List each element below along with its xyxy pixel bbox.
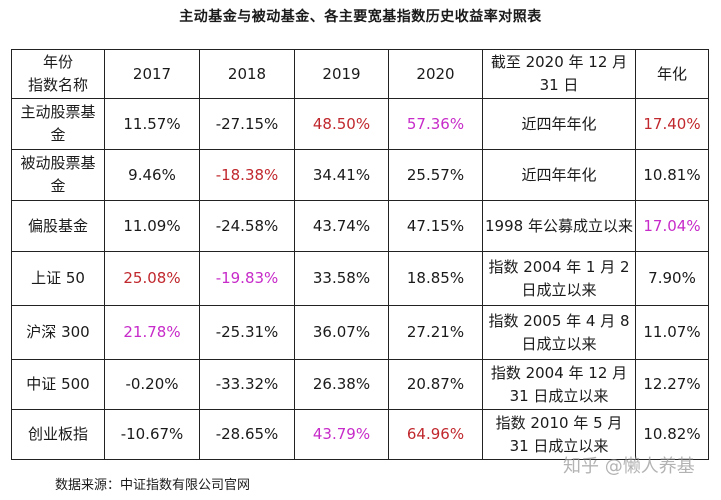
cell-2017: 11.57%	[104, 98, 200, 150]
table-row: 被动股票基金 9.46% -18.38% 34.41% 25.57% 近四年年化…	[11, 149, 709, 201]
row-name: 被动股票基金	[11, 149, 105, 201]
cell-period: 指数 2005 年 4 月 8 日成立以来	[482, 305, 636, 360]
cell-2020: 47.15%	[388, 200, 483, 252]
cell-2018: -25.31%	[199, 305, 295, 360]
cell-annual: 17.04%	[635, 200, 709, 252]
cell-annual: 17.40%	[635, 98, 709, 150]
cell-2018: -18.38%	[199, 149, 295, 201]
cell-2019: 26.38%	[294, 359, 389, 410]
row-name: 创业板指	[11, 409, 105, 460]
cell-period: 指数 2004 年 1 月 2 日成立以来	[482, 251, 636, 306]
header-2019: 2019	[294, 49, 389, 99]
cell-2018: -28.65%	[199, 409, 295, 460]
cell-period: 近四年年化	[482, 149, 636, 201]
cell-2017: 9.46%	[104, 149, 200, 201]
cell-2017: -10.67%	[104, 409, 200, 460]
cell-2020: 27.21%	[388, 305, 483, 360]
cell-annual: 12.27%	[635, 359, 709, 410]
cell-2019: 43.74%	[294, 200, 389, 252]
cell-period: 指数 2004 年 12 月 31 日成立以来	[482, 359, 636, 410]
header-2017: 2017	[104, 49, 200, 99]
table-row: 上证 50 25.08% -19.83% 33.58% 18.85% 指数 20…	[11, 251, 709, 306]
cell-annual: 7.90%	[635, 251, 709, 306]
cell-2020: 18.85%	[388, 251, 483, 306]
cell-2019: 43.79%	[294, 409, 389, 460]
header-2018: 2018	[199, 49, 295, 99]
data-source-note: 数据来源：中证指数有限公司官网	[55, 478, 251, 493]
table-row: 中证 500 -0.20% -33.32% 26.38% 20.87% 指数 2…	[11, 359, 709, 410]
cell-2018: -24.58%	[199, 200, 295, 252]
cell-2018: -27.15%	[199, 98, 295, 150]
cell-2019: 36.07%	[294, 305, 389, 360]
cell-2017: 25.08%	[104, 251, 200, 306]
cell-2018: -19.83%	[199, 251, 295, 306]
cell-period: 指数 2010 年 5 月 31 日成立以来	[482, 409, 636, 460]
table-title: 主动基金与被动基金、各主要宽基指数历史收益率对照表	[179, 9, 542, 25]
row-name: 偏股基金	[11, 200, 105, 252]
cell-period: 近四年年化	[482, 98, 636, 150]
cell-2017: 11.09%	[104, 200, 200, 252]
cell-2020: 64.96%	[388, 409, 483, 460]
corner-year-label: 年份	[42, 53, 73, 71]
table-row: 沪深 300 21.78% -25.31% 36.07% 27.21% 指数 2…	[11, 305, 709, 360]
table-row: 偏股基金 11.09% -24.58% 43.74% 47.15% 1998 年…	[11, 200, 709, 252]
cell-2017: -0.20%	[104, 359, 200, 410]
cell-period: 1998 年公募成立以来	[482, 200, 636, 252]
cell-2018: -33.32%	[199, 359, 295, 410]
cell-2020: 57.36%	[388, 98, 483, 150]
cell-annual: 10.82%	[635, 409, 709, 460]
row-name: 中证 500	[11, 359, 105, 410]
cell-2019: 33.58%	[294, 251, 389, 306]
cell-annual: 11.07%	[635, 305, 709, 360]
cell-2019: 48.50%	[294, 98, 389, 150]
cell-2017: 21.78%	[104, 305, 200, 360]
zhihu-watermark: 知乎 @懒人养基	[563, 456, 695, 477]
corner-header-cell: 年份 指数名称	[11, 49, 105, 99]
corner-index-label: 指数名称	[27, 76, 88, 94]
header-annualized: 年化	[635, 49, 709, 99]
row-name: 上证 50	[11, 251, 105, 306]
header-period: 截至 2020 年 12 月 31 日	[482, 49, 636, 99]
row-name: 沪深 300	[11, 305, 105, 360]
table-row: 主动股票基金 11.57% -27.15% 48.50% 57.36% 近四年年…	[11, 98, 709, 150]
returns-table: 年份 指数名称 2017 2018 2019 2020 截至 2020 年 12…	[11, 49, 709, 460]
cell-2019: 34.41%	[294, 149, 389, 201]
table-row: 创业板指 -10.67% -28.65% 43.79% 64.96% 指数 20…	[11, 409, 709, 460]
header-2020: 2020	[388, 49, 483, 99]
cell-2020: 25.57%	[388, 149, 483, 201]
header-row: 年份 指数名称 2017 2018 2019 2020 截至 2020 年 12…	[11, 49, 709, 99]
row-name: 主动股票基金	[11, 98, 105, 150]
cell-annual: 10.81%	[635, 149, 709, 201]
cell-2020: 20.87%	[388, 359, 483, 410]
